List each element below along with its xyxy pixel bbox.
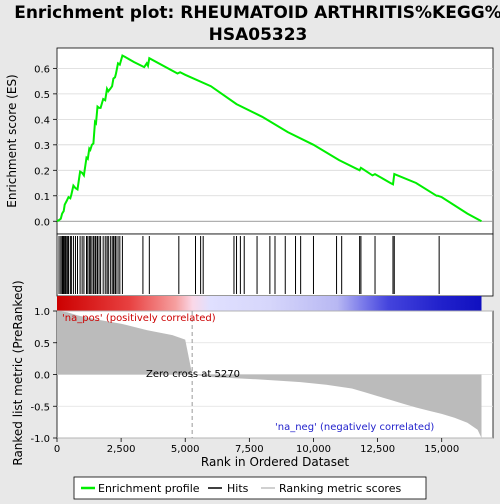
- neg-correlated-label: 'na_neg' (negatively correlated): [275, 422, 434, 433]
- legend-label-enrichment-profile: Enrichment profile: [98, 482, 200, 495]
- top-plot-area: [56, 47, 494, 235]
- top-y-tick-label: 0.1: [34, 192, 50, 203]
- legend: Enrichment profile Hits Ranking metric s…: [73, 476, 427, 500]
- x-ticks: 0 2,500 5,000 7,500 10,000 12,500 15,000: [54, 438, 459, 455]
- top-y-tick-label: 0.6: [34, 64, 50, 75]
- top-y-tick-label: 0.0: [34, 217, 50, 228]
- enrichment-profile-line: [56, 54, 482, 223]
- zero-cross-label: Zero cross at 5270: [146, 369, 240, 380]
- top-y-tick-label: 0.2: [34, 166, 50, 177]
- top-y-axis-label: Enrichment score (ES): [5, 74, 19, 207]
- x-tick-label: 0: [54, 444, 60, 455]
- ranked-y-tick-label: 0.5: [34, 339, 50, 350]
- ranked-panel: 1.0 0.5 0.0 -0.5 -1.0 'na_pos' (positively c…: [11, 280, 494, 466]
- top-gridlines: [57, 67, 493, 222]
- ranked-y-axis-label: Ranked list metric (PreRanked): [11, 280, 25, 465]
- title-line-2: HSA05323: [209, 25, 308, 45]
- chart-title: Enrichment plot: RHEUMATOID ARTHRITIS%KE…: [14, 3, 500, 45]
- hit-lines: [58, 236, 440, 294]
- ranked-y-ticks: 1.0 0.5 0.0 -0.5 -1.0: [30, 307, 57, 445]
- ranked-y-tick-label: 0.0: [34, 371, 50, 382]
- x-tick-label: 12,500: [360, 444, 395, 455]
- top-y-ticks: 0.0 0.1 0.2 0.3 0.4 0.5 0.6: [34, 64, 57, 228]
- x-tick-label: 2,500: [107, 444, 136, 455]
- top-y-tick-label: 0.5: [34, 90, 50, 101]
- legend-label-ranking-metric: Ranking metric scores: [279, 482, 401, 495]
- hits-panel: [56, 233, 494, 311]
- x-tick-label: 5,000: [171, 444, 200, 455]
- x-tick-label: 15,000: [424, 444, 459, 455]
- top-y-tick-label: 0.3: [34, 141, 50, 152]
- ranked-y-tick-label: 1.0: [34, 307, 50, 318]
- ranked-y-tick-label: -0.5: [30, 402, 50, 413]
- ranking-metric-area: [57, 311, 482, 438]
- top-panel: 0.0 0.1 0.2 0.3 0.4 0.5 0.6 Enrichment score (…: [5, 47, 494, 235]
- legend-label-hits: Hits: [227, 482, 249, 495]
- title-line-1: Enrichment plot: RHEUMATOID ARTHRITIS%KE…: [14, 3, 500, 23]
- ranking-color-bar: [57, 296, 482, 311]
- top-y-tick-label: 0.4: [34, 115, 50, 126]
- x-axis-label: Rank in Ordered Dataset: [201, 455, 349, 469]
- x-tick-label: 7,500: [235, 444, 264, 455]
- ranked-y-tick-label: -1.0: [30, 434, 50, 445]
- x-tick-label: 10,000: [296, 444, 331, 455]
- pos-correlated-label: 'na_pos' (positively correlated): [62, 313, 216, 324]
- legend-box: [73, 476, 427, 500]
